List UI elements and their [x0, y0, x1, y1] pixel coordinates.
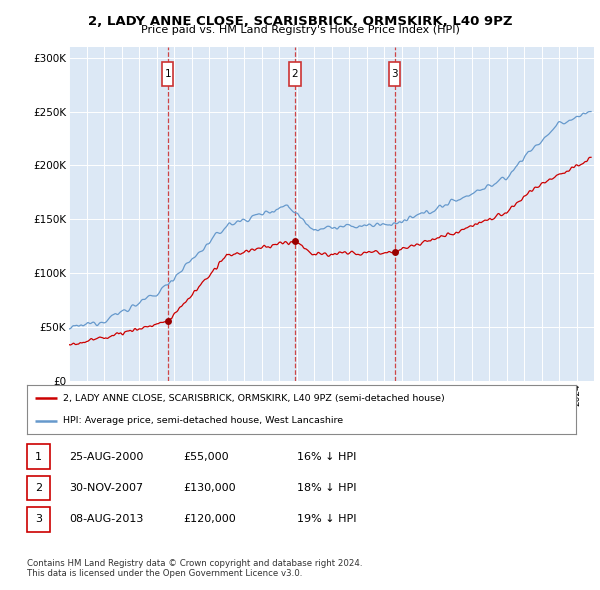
- Text: HPI: Average price, semi-detached house, West Lancashire: HPI: Average price, semi-detached house,…: [62, 416, 343, 425]
- Text: 1: 1: [164, 69, 171, 79]
- Text: 2, LADY ANNE CLOSE, SCARISBRICK, ORMSKIRK, L40 9PZ: 2, LADY ANNE CLOSE, SCARISBRICK, ORMSKIR…: [88, 15, 512, 28]
- Text: 2: 2: [35, 483, 42, 493]
- Text: 08-AUG-2013: 08-AUG-2013: [69, 514, 143, 524]
- Text: 1: 1: [35, 452, 42, 461]
- Text: £130,000: £130,000: [183, 483, 236, 493]
- Text: 2, LADY ANNE CLOSE, SCARISBRICK, ORMSKIRK, L40 9PZ (semi-detached house): 2, LADY ANNE CLOSE, SCARISBRICK, ORMSKIR…: [62, 394, 445, 403]
- Text: 19% ↓ HPI: 19% ↓ HPI: [297, 514, 356, 524]
- FancyBboxPatch shape: [162, 63, 173, 86]
- FancyBboxPatch shape: [389, 63, 400, 86]
- Text: Price paid vs. HM Land Registry's House Price Index (HPI): Price paid vs. HM Land Registry's House …: [140, 25, 460, 35]
- Text: 16% ↓ HPI: 16% ↓ HPI: [297, 452, 356, 461]
- Text: This data is licensed under the Open Government Licence v3.0.: This data is licensed under the Open Gov…: [27, 569, 302, 578]
- Text: 30-NOV-2007: 30-NOV-2007: [69, 483, 143, 493]
- Text: 18% ↓ HPI: 18% ↓ HPI: [297, 483, 356, 493]
- FancyBboxPatch shape: [289, 63, 301, 86]
- Text: 3: 3: [35, 514, 42, 524]
- Text: £55,000: £55,000: [183, 452, 229, 461]
- Text: Contains HM Land Registry data © Crown copyright and database right 2024.: Contains HM Land Registry data © Crown c…: [27, 559, 362, 568]
- Text: 2: 2: [292, 69, 298, 79]
- Text: £120,000: £120,000: [183, 514, 236, 524]
- Text: 25-AUG-2000: 25-AUG-2000: [69, 452, 143, 461]
- Text: 3: 3: [391, 69, 398, 79]
